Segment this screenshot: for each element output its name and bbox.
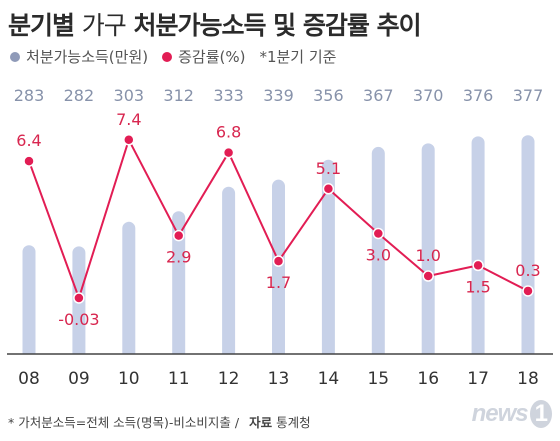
growth-point-12 [222, 146, 235, 159]
title-part-1: 분기별 [8, 11, 75, 40]
income-bar-18 [521, 135, 535, 360]
income-value-label-10: 303 [114, 86, 145, 105]
income-bar-11 [172, 211, 186, 360]
income-bar-08 [22, 245, 36, 360]
bar-legend-dot-icon [10, 51, 20, 62]
logo-text: news [471, 400, 529, 427]
footer: * 가처분소득=전체 소득(명목)-비소비지출 / 자료 통계청 [8, 412, 311, 431]
income-value-label-15: 367 [363, 86, 394, 105]
legend: 처분가능소득(만원) 증감률(%) *1분기 기준 [10, 46, 336, 67]
growth-label-08: 6.4 [16, 131, 41, 150]
x-tick-label-16: 16 [417, 369, 439, 389]
income-value-label-13: 339 [263, 86, 294, 105]
x-tick-label-14: 14 [318, 369, 340, 389]
logo-number: 1 [529, 400, 552, 428]
x-tick-label-12: 12 [218, 369, 240, 389]
legend-item-bar: 처분가능소득(만원) [10, 46, 148, 67]
title-part-2: 가구 [81, 11, 127, 40]
growth-label-16: 1.0 [415, 246, 440, 265]
growth-label-10: 7.4 [116, 110, 141, 129]
x-tick-label-17: 17 [467, 369, 489, 389]
growth-point-13 [272, 255, 285, 267]
growth-label-12: 6.8 [216, 123, 241, 142]
x-tick-label-09: 09 [68, 369, 90, 389]
income-value-label-09: 282 [64, 86, 95, 105]
legend-line-label: 증감률(%) [178, 48, 246, 66]
income-bar-14 [321, 159, 335, 360]
growth-label-18: 0.3 [515, 261, 540, 280]
income-value-label-14: 356 [313, 86, 344, 105]
growth-point-14 [322, 183, 335, 195]
growth-point-11 [172, 229, 185, 242]
legend-note: *1분기 기준 [259, 48, 337, 66]
income-value-label-18: 377 [513, 86, 544, 105]
growth-point-08 [23, 155, 35, 167]
x-tick-label-11: 11 [168, 369, 190, 389]
x-tick-label-08: 08 [18, 369, 40, 389]
growth-label-15: 3.0 [366, 245, 391, 264]
growth-label-14: 5.1 [316, 159, 341, 178]
legend-item-line: 증감률(%) [162, 46, 245, 67]
growth-point-15 [372, 227, 385, 240]
news1-logo: news 1 [472, 400, 552, 428]
income-value-label-08: 283 [14, 86, 45, 105]
growth-point-10 [123, 134, 135, 146]
income-bar-12 [222, 186, 236, 360]
title-part-3: 처분가능소득 및 증감률 추이 [133, 11, 421, 40]
growth-label-17: 1.5 [465, 277, 490, 296]
x-tick-label-10: 10 [118, 369, 140, 389]
legend-bar-label: 처분가능소득(만원) [26, 48, 149, 66]
line-legend-dot-icon [162, 51, 173, 62]
income-value-label-11: 312 [163, 86, 194, 105]
baseline-mask [0, 354, 560, 364]
income-bar-13 [272, 179, 285, 360]
chart-title: 분기별 가구 처분가능소득 및 증감률 추이 [8, 6, 422, 42]
source-label: 자료 [249, 415, 273, 430]
income-value-label-16: 370 [413, 86, 444, 105]
income-bar-16 [421, 143, 435, 360]
income-value-label-17: 376 [463, 86, 494, 105]
x-tick-label-13: 13 [268, 369, 290, 389]
growth-label-09: -0.03 [58, 310, 99, 329]
income-bar-15 [371, 146, 385, 360]
income-bar-17 [471, 136, 485, 360]
income-bar-10 [122, 221, 136, 360]
source-name: 통계청 [276, 415, 311, 430]
growth-point-17 [472, 259, 484, 272]
growth-point-09 [73, 292, 85, 304]
growth-label-13: 1.7 [266, 273, 291, 292]
growth-label-11: 2.9 [166, 248, 191, 267]
growth-point-18 [522, 285, 534, 297]
growth-point-16 [422, 270, 434, 282]
income-value-label-12: 333 [213, 86, 244, 105]
x-tick-label-18: 18 [517, 369, 539, 389]
footer-note: * 가처분소득=전체 소득(명목)-비소비지출 / [8, 415, 240, 430]
x-tick-label-15: 15 [367, 369, 389, 389]
